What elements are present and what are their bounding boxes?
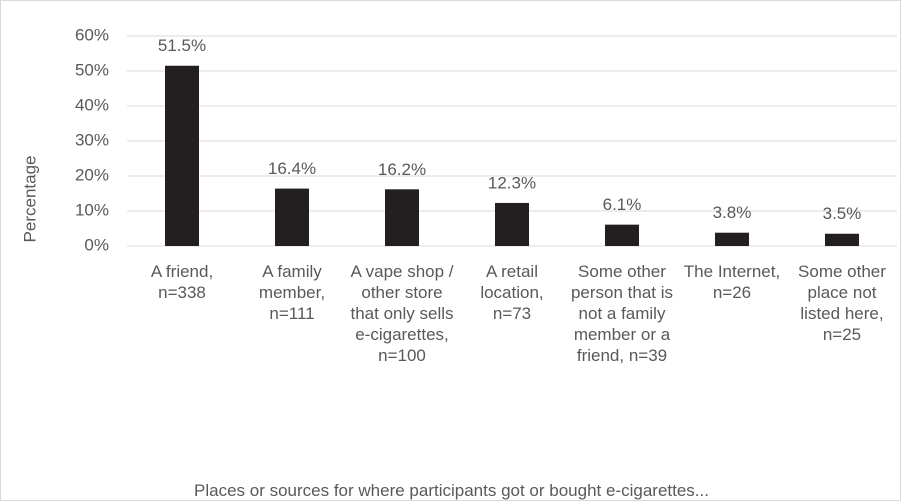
bar xyxy=(825,233,859,246)
x-axis-title: Places or sources for where participants… xyxy=(194,481,709,500)
data-label: 12.3% xyxy=(488,173,536,192)
y-tick-label: 10% xyxy=(75,200,109,219)
data-label: 16.2% xyxy=(378,160,426,179)
data-label: 51.5% xyxy=(158,36,206,55)
y-tick-label: 0% xyxy=(84,235,109,254)
x-tick-label: Some other person that is not a family m… xyxy=(570,262,674,365)
data-label: 3.8% xyxy=(713,203,752,222)
y-tick-label: 50% xyxy=(75,60,109,79)
bar xyxy=(495,202,529,246)
data-label: 3.5% xyxy=(823,204,862,223)
x-tick-label: A vape shop / other store that only sell… xyxy=(350,262,454,365)
x-tick-label: A retail location, n=73 xyxy=(480,262,544,323)
x-tick-label: Some other place not listed here, n=25 xyxy=(798,262,886,344)
y-tick-label: 20% xyxy=(75,165,109,184)
y-axis-title: Percentage xyxy=(20,156,39,243)
data-label: 16.4% xyxy=(268,159,316,178)
x-tick-label: The Internet, n=26 xyxy=(683,262,781,302)
data-label: 6.1% xyxy=(603,195,642,214)
x-tick-label: A friend, n=338 xyxy=(150,262,214,302)
bar xyxy=(715,232,749,246)
y-tick-label: 30% xyxy=(75,130,109,149)
bar xyxy=(165,65,199,246)
bar xyxy=(385,189,419,246)
x-tick-label: A family member, n=111 xyxy=(258,262,326,323)
bar xyxy=(605,224,639,246)
y-tick-label: 40% xyxy=(75,95,109,114)
bar xyxy=(275,188,309,246)
y-tick-label: 60% xyxy=(75,25,109,44)
